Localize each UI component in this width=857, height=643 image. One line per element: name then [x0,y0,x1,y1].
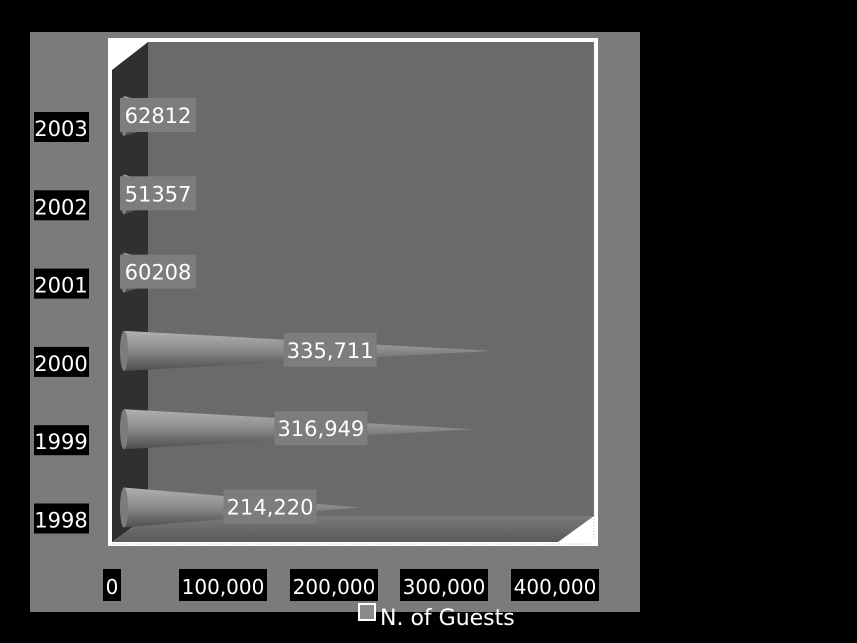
x-tick-text-2: 200,000 [293,575,376,599]
category-labels: 1998 1999 2000 2001 2002 2003 [34,112,89,534]
category-label-text-2002: 2002 [34,195,87,219]
category-label-box-1999 [34,425,89,456]
cone-base-1998 [120,487,128,528]
x-tick-1: 100,000 [179,569,267,601]
category-label-box-2000 [34,346,89,377]
x-tick-box-3 [400,569,488,601]
category-label-2001: 2001 [34,268,89,299]
category-label-text-2001: 2001 [34,274,87,298]
category-label-2000: 2000 [34,346,89,377]
x-tick-text-1: 100,000 [182,575,265,599]
value-label-text-1999: 316,949 [277,417,364,441]
category-label-box-2003 [34,112,89,142]
cone-base-1999 [120,409,128,450]
legend: N. of Guests [358,603,515,631]
category-label-1999: 1999 [34,425,89,456]
x-tick-box-2 [290,569,378,601]
value-label-2003: 62812 [120,98,196,132]
legend-label: N. of Guests [380,606,515,631]
x-tick-4: 400,000 [511,569,599,601]
x-tick-box-1 [179,569,267,601]
category-label-text-2003: 2003 [34,117,87,141]
category-label-text-1999: 1999 [34,430,87,454]
value-label-box-2003 [120,98,196,132]
x-tick-box-0 [103,569,121,601]
value-label-2001: 60208 [120,254,196,289]
value-label-text-2003: 62812 [125,104,192,128]
value-label-1999: 316,949 [274,411,368,446]
value-labels: 214,220 316,949 335,711 60208 51357 62812 [120,98,377,524]
x-tick-0: 0 [103,569,121,601]
value-label-text-2002: 51357 [125,182,192,206]
value-label-1998: 214,220 [223,489,317,524]
x-tick-labels: 0 100,000 200,000 300,000 400,000 [103,569,599,601]
value-label-box-2002 [120,176,196,211]
category-label-box-2001 [34,268,89,299]
value-label-text-1998: 214,220 [227,496,314,520]
legend-swatch [358,603,376,621]
value-label-2002: 51357 [120,176,196,211]
value-label-2000: 335,711 [283,332,377,367]
category-label-2002: 2002 [34,190,89,221]
x-tick-text-3: 300,000 [403,575,486,599]
x-tick-3: 300,000 [400,569,488,601]
value-label-box-1998 [223,489,317,524]
x-tick-box-4 [511,569,599,601]
plot-back-wall [148,42,594,516]
value-label-text-2000: 335,711 [287,339,374,363]
cone-base-2000 [120,330,128,371]
category-label-1998: 1998 [34,503,89,534]
x-tick-text-0: 0 [106,575,119,599]
category-label-2003: 2003 [34,112,89,142]
x-tick-2: 200,000 [290,569,378,601]
value-label-text-2001: 60208 [125,261,192,285]
category-label-text-2000: 2000 [34,352,87,376]
value-label-box-2001 [120,254,196,289]
category-label-box-1998 [34,503,89,534]
x-tick-text-4: 400,000 [514,575,597,599]
category-label-text-1998: 1998 [34,509,87,533]
value-label-box-1999 [274,411,368,446]
value-label-box-2000 [283,332,377,367]
category-label-box-2002 [34,190,89,221]
